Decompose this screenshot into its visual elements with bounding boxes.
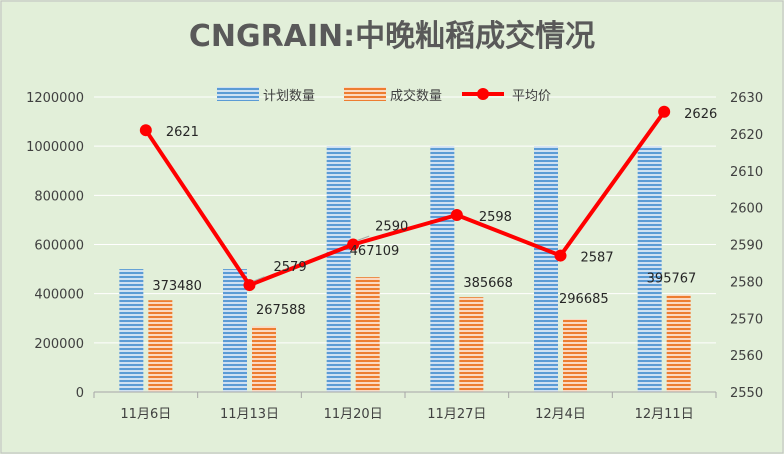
bar-deal <box>563 319 587 392</box>
deal-data-label: 267588 <box>256 303 306 318</box>
deal-data-label: 395767 <box>647 272 697 287</box>
y-right-tick-label: 2580 <box>730 275 763 290</box>
axes: 0 200000 400000 600000 800000 1000000 1200000 2… <box>26 91 763 422</box>
x-tick-label: 11月27日 <box>427 407 486 422</box>
chart-title: CNGRAIN:中晚籼稻成交情况 <box>189 19 595 54</box>
legend-swatch-deal <box>344 87 386 101</box>
bar-plan <box>119 269 144 392</box>
y-left-tick-label: 200000 <box>34 337 84 352</box>
legend-swatch-plan <box>217 87 259 101</box>
leader-line <box>356 235 370 241</box>
y-left-tick-label: 400000 <box>34 288 84 303</box>
legend-label-plan: 计划数量 <box>263 89 315 104</box>
price-point <box>450 209 463 221</box>
deal-data-label: 385668 <box>463 276 513 291</box>
y-right-tick-label: 2610 <box>730 165 763 180</box>
bar-plan <box>223 269 247 392</box>
x-tick-label: 11月20日 <box>324 407 383 422</box>
bar-plan <box>326 146 351 392</box>
y-right-tick-label: 2560 <box>730 349 763 364</box>
legend-label-price: 平均价 <box>512 89 551 104</box>
legend-swatch-price-marker <box>477 88 489 100</box>
y-left-tick-label: 1000000 <box>26 140 84 155</box>
bar-deal <box>459 297 484 392</box>
y-right-tick-label: 2600 <box>730 202 763 217</box>
bar-deal <box>148 300 173 392</box>
y-right-tick-label: 2550 <box>730 386 763 401</box>
y-right-tick-label: 2630 <box>730 91 763 106</box>
price-data-label: 2579 <box>274 260 307 275</box>
data-labels: 373480 267588 467109 385668 296685 395767 2621… <box>152 107 717 318</box>
price-line-path <box>144 110 666 288</box>
deal-data-label: 467109 <box>350 244 400 259</box>
deal-data-label: 296685 <box>559 292 609 307</box>
legend-label-deal: 成交数量 <box>390 88 442 104</box>
price-line <box>139 105 671 292</box>
price-point <box>139 124 152 137</box>
y-left-tick-label: 600000 <box>34 239 84 254</box>
legend: 计划数量 成交数量 平均价 <box>217 87 551 104</box>
price-data-label: 2598 <box>479 210 512 225</box>
x-tick-label: 11月6日 <box>120 407 171 422</box>
price-data-label: 2590 <box>375 220 408 235</box>
bar-deal <box>252 326 276 392</box>
bar-plan <box>534 146 558 392</box>
y-left-tick-label: 0 <box>76 386 84 401</box>
price-point <box>243 279 256 292</box>
y-right-tick-label: 2570 <box>730 312 763 327</box>
deal-data-label: 373480 <box>152 279 202 294</box>
leader-line <box>253 276 265 282</box>
y-right-tick-label: 2590 <box>730 239 763 254</box>
bar-deal <box>355 277 380 392</box>
bars <box>119 146 691 392</box>
bar-plan <box>430 146 455 392</box>
bar-deal <box>666 294 691 392</box>
y-right-tick-label: 2620 <box>730 128 763 143</box>
price-point <box>554 249 567 262</box>
y-left-tick-label: 800000 <box>34 189 84 204</box>
price-data-label: 2621 <box>166 125 199 140</box>
x-tick-label: 12月4日 <box>535 407 586 422</box>
price-point <box>347 238 360 251</box>
x-tick-label: 12月11日 <box>635 407 694 422</box>
price-data-label: 2626 <box>684 107 717 122</box>
x-tick-label: 11月13日 <box>220 407 279 422</box>
bar-plan <box>637 146 662 392</box>
price-point <box>658 105 671 118</box>
y-left-tick-label: 1200000 <box>26 91 84 106</box>
price-data-label: 2587 <box>581 251 614 266</box>
